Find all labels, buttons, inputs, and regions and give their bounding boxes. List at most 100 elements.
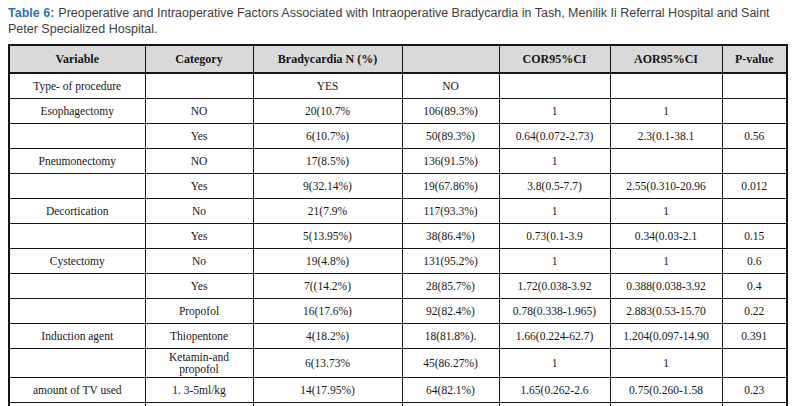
table-cell (499, 73, 610, 99)
table-row: Yes6(10.7%)50(89.3%)0.64(0.072-2.73)2.3(… (9, 124, 787, 149)
table-cell: 4(18.2%) (253, 324, 402, 349)
page: Table 6:Preoperative and Intraoperative … (0, 0, 792, 406)
table-cell (9, 299, 145, 324)
table-cell: 1 (499, 403, 610, 406)
table-cell: 20(10.7% (253, 99, 402, 124)
table-cell: 0.391 (722, 324, 787, 349)
table-cell: 1 (610, 249, 722, 274)
table-cell (9, 174, 145, 199)
table-row: Type- of procedure YESNO (9, 73, 787, 99)
table-cell: 0.15 (722, 224, 787, 249)
table-cell: Pneumonectomy (9, 149, 145, 174)
table-cell: 1 (499, 149, 610, 174)
table-cell: 6(13.73% (253, 349, 402, 378)
table-body: Type- of procedureYESNOEsophagectomyNO20… (9, 73, 787, 406)
column-header (402, 45, 499, 73)
table-cell: 2.3(0.1-38.1 (610, 124, 722, 149)
column-header: COR95%CI (499, 45, 610, 73)
table-cell: Propofol (145, 299, 253, 324)
table-row: PneumonectomyNO17(8.5%)136(91.5%)1 (9, 149, 787, 174)
table-row: DecorticationNo21(7.9%117(93.3%)11 (9, 199, 787, 224)
table-cell (722, 149, 787, 174)
table-cell: Yes (145, 124, 253, 149)
table-cell: 0.78(0.338-1.965) (499, 299, 610, 324)
table-cell: Cystectomy (9, 249, 145, 274)
table-caption-text: Preoperative and Intraoperative Factors … (8, 6, 770, 36)
table-cell: Esophagectomy (9, 99, 145, 124)
table-cell (9, 403, 145, 406)
table-row: EsophagectomyNO20(10.7%106(89.3%)11 (9, 99, 787, 124)
table-cell: 1. 3-5ml/kg (145, 378, 253, 403)
table-cell: 131(95.2%) (402, 249, 499, 274)
table-cell: 6(10.7%) (253, 124, 402, 149)
column-header: Bradycardia N (%) (253, 45, 402, 73)
table-cell: 28(85.7%) (402, 274, 499, 299)
table-cell: 0.23 (722, 378, 787, 403)
column-header: Variable (9, 45, 145, 73)
table-cell: Type- of procedure (9, 73, 145, 99)
table-cell: Yes (145, 174, 253, 199)
table-cell: 1 (499, 349, 610, 378)
table-cell: NO (402, 73, 499, 99)
table-cell: 21(7.9% (253, 199, 402, 224)
table-cell: 0.388(0.038-3.92 (610, 274, 722, 299)
table-row: Ketamin-and propofol6(13.73%45(86.27%)11 (9, 349, 787, 378)
table-cell (9, 124, 145, 149)
table-cell: Induction agent (9, 324, 145, 349)
table-row: Induction agentThiopentone4(18.2%)18(81.… (9, 324, 787, 349)
table-cell: 0.4 (722, 274, 787, 299)
table-cell: 1 (610, 403, 722, 406)
table-cell: NO (145, 99, 253, 124)
table-cell: 0.012 (722, 174, 787, 199)
table-cell (610, 73, 722, 99)
table-cell (9, 349, 145, 378)
table-cell: 1 (610, 99, 722, 124)
table-cell: 0.34(0.03-2.1 (610, 224, 722, 249)
table-cell: YES (253, 73, 402, 99)
table-cell: 0.64(0.072-2.73) (499, 124, 610, 149)
table-cell: Yes (145, 274, 253, 299)
table-cell: 38(86.4%) (402, 224, 499, 249)
table-cell: 18(81.8%). (402, 324, 499, 349)
table-header: VariableCategoryBradycardia N (%) COR95%C… (9, 45, 787, 73)
table-cell: 2.883(0.53-15.70 (610, 299, 722, 324)
table-cell: 136(91.5%) (402, 149, 499, 174)
table-cell: 117(93.3%) (402, 199, 499, 224)
table-cell: 1.204(0.097-14.90 (610, 324, 722, 349)
table-row: CystectomyNo19(4.8%)131(95.2%)110.6 (9, 249, 787, 274)
table-cell: 0.6 (722, 249, 787, 274)
table-caption-number: Table 6: (8, 6, 54, 20)
table-caption: Table 6:Preoperative and Intraoperative … (8, 5, 780, 37)
table-row: Propofol16(17.6%)92(82.4%)0.78(0.338-1.9… (9, 299, 787, 324)
table-cell (9, 224, 145, 249)
table-cell: 1.65(0.262-2.6 (499, 378, 610, 403)
column-header: Category (145, 45, 253, 73)
table-row: amount of TV used1. 3-5ml/kg14(17.95%)64… (9, 378, 787, 403)
table-cell: 1.72(0.038-3.92 (499, 274, 610, 299)
table-cell: Ketamin-and propofol (145, 349, 253, 378)
table-cell: 3.8(0.5-7.7) (499, 174, 610, 199)
table-cell (722, 199, 787, 224)
table-cell: 50(89.3%) (402, 124, 499, 149)
table-header-row: VariableCategoryBradycardia N (%) COR95%C… (9, 45, 787, 73)
table-cell (610, 149, 722, 174)
table-cell: 17(8.5%) (253, 149, 402, 174)
table-cell: 91(88.35% (402, 403, 499, 406)
table-cell: 19(4.8%) (253, 249, 402, 274)
table-row: Yes7((14.2%)28(85.7%)1.72(0.038-3.920.38… (9, 274, 787, 299)
table-row: Yes9(32.14%)19(67.86%)3.8(0.5-7.7)2.55(0… (9, 174, 787, 199)
table-cell: 16(17.6%) (253, 299, 402, 324)
table-cell: 1 (610, 349, 722, 378)
table-cell: 64(82.1%) (402, 378, 499, 403)
table-cell: 0.22 (722, 299, 787, 324)
table-cell: amount of TV used (9, 378, 145, 403)
table-row: 2. above 5ml/kg12(11.65%91(88.35%11 (9, 403, 787, 406)
table-cell: 92(82.4%) (402, 299, 499, 324)
bradycardia-factors-table: VariableCategoryBradycardia N (%) COR95%C… (8, 44, 788, 406)
table-cell (722, 403, 787, 406)
table-cell: 1 (499, 249, 610, 274)
table-row: Yes5(13.95%)38(86.4%)0.73(0.1-3.90.34(0.… (9, 224, 787, 249)
table-cell: 2. above 5ml/kg (145, 403, 253, 406)
table-cell: 1 (499, 199, 610, 224)
table-cell: No (145, 249, 253, 274)
